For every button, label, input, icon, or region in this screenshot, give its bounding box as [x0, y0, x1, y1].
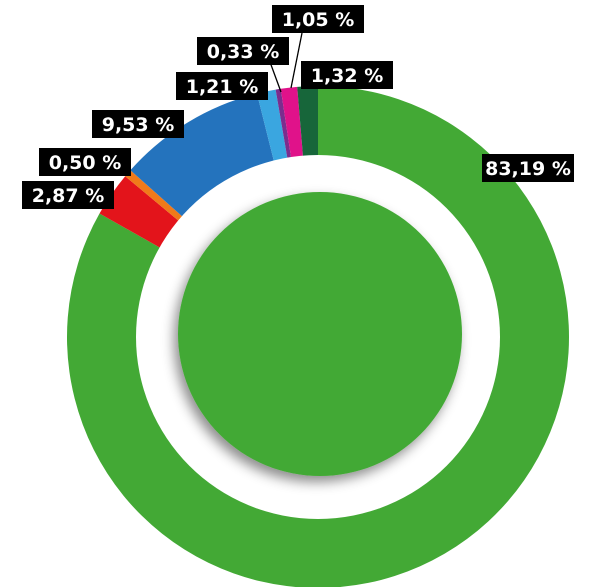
data-label: 2,87 % — [32, 185, 105, 207]
data-label: 0,50 % — [49, 152, 122, 174]
data-label: 0,33 % — [207, 41, 280, 63]
leader-line — [269, 61, 282, 93]
label-box — [22, 181, 114, 209]
data-label: 1,21 % — [186, 76, 259, 98]
data-label: 9,53 % — [102, 114, 175, 136]
label-box — [301, 61, 393, 89]
data-label: 83,19 % — [485, 158, 571, 180]
label-box — [92, 110, 184, 138]
data-label: 1,32 % — [311, 65, 384, 87]
label-box — [176, 72, 268, 100]
data-label: 1,05 % — [282, 9, 355, 31]
label-box — [482, 154, 574, 182]
label-box — [39, 148, 131, 176]
label-box — [272, 5, 364, 33]
center-disc — [178, 192, 462, 476]
label-box — [197, 37, 289, 65]
leader-line — [290, 32, 303, 89]
